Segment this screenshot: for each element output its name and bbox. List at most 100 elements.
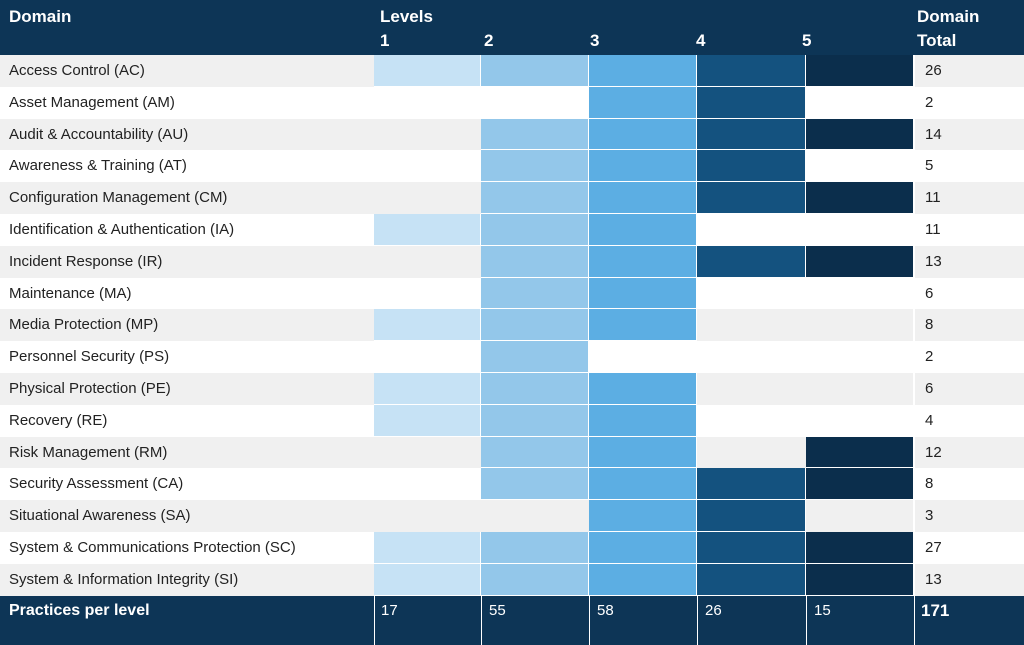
header-level-5: 5 xyxy=(802,31,812,50)
level-3-cell xyxy=(589,182,697,214)
domain-label: Identification & Authentication (IA) xyxy=(9,221,235,238)
domain-total: 11 xyxy=(925,189,941,206)
level-5-cell xyxy=(806,182,914,214)
domain-total: 8 xyxy=(925,316,934,333)
level-1-cell xyxy=(374,564,481,596)
level-4-cell xyxy=(697,246,806,278)
header-levels: Levels xyxy=(380,7,433,26)
level-2-cell xyxy=(481,119,589,150)
header-level-3: 3 xyxy=(590,31,600,50)
level-3-cell xyxy=(589,278,697,309)
level-5-cell xyxy=(806,564,914,596)
level-2-cell xyxy=(481,341,589,373)
level-3-cell xyxy=(589,373,697,405)
level-4-cell xyxy=(697,564,806,596)
level-3-cell xyxy=(589,309,697,341)
domain-label: Configuration Management (CM) xyxy=(9,189,228,206)
level-4-cell xyxy=(697,468,806,500)
domain-total: 13 xyxy=(925,253,942,270)
level-1-cell xyxy=(374,405,481,437)
footer-divider xyxy=(481,596,482,645)
header-level-4: 4 xyxy=(696,31,706,50)
footer-level-2-count: 55 xyxy=(489,602,506,619)
domain-label: Incident Response (IR) xyxy=(9,253,163,270)
domain-total: 4 xyxy=(925,412,934,429)
level-2-cell xyxy=(481,55,589,87)
domain-label: System & Communications Protection (SC) xyxy=(9,539,296,556)
total-column-divider xyxy=(913,55,915,596)
table-header xyxy=(0,0,1024,55)
level-3-cell xyxy=(589,246,697,278)
level-2-cell xyxy=(481,214,589,246)
domain-total: 14 xyxy=(925,126,942,143)
level-4-cell xyxy=(697,182,806,214)
header-domain: Domain xyxy=(9,7,72,26)
header-domain-total-line2: Total xyxy=(917,31,957,50)
domain-total: 3 xyxy=(925,507,934,524)
footer-divider xyxy=(806,596,807,645)
level-2-cell xyxy=(481,309,589,341)
level-3-cell xyxy=(589,214,697,246)
level-3-cell xyxy=(589,564,697,596)
header-level-1: 1 xyxy=(380,31,390,50)
level-4-cell xyxy=(697,55,806,87)
level-4-cell xyxy=(697,532,806,564)
level-3-cell xyxy=(589,500,697,532)
level-4-cell xyxy=(697,150,806,182)
footer-level-4-count: 26 xyxy=(705,602,722,619)
footer-level-1-count: 17 xyxy=(381,602,398,619)
level-4-cell xyxy=(697,500,806,532)
footer-label: Practices per level xyxy=(9,602,150,619)
level-1-cell xyxy=(374,309,481,341)
domain-label: Personnel Security (PS) xyxy=(9,348,170,365)
footer-divider xyxy=(697,596,698,645)
level-2-cell xyxy=(481,373,589,405)
footer-level-5-count: 15 xyxy=(814,602,831,619)
level-1-cell xyxy=(374,214,481,246)
domain-label: Risk Management (RM) xyxy=(9,444,168,461)
level-1-cell xyxy=(374,532,481,564)
domain-label: Situational Awareness (SA) xyxy=(9,507,191,524)
table-row xyxy=(0,500,1024,532)
domain-total: 13 xyxy=(925,571,942,588)
domain-total: 26 xyxy=(925,62,942,79)
domain-label: Audit & Accountability (AU) xyxy=(9,126,189,143)
domain-label: Asset Management (AM) xyxy=(9,94,175,111)
level-3-cell xyxy=(589,532,697,564)
level-1-cell xyxy=(374,373,481,405)
level-2-cell xyxy=(481,246,589,278)
level-5-cell xyxy=(806,55,914,87)
domain-label: Media Protection (MP) xyxy=(9,316,159,333)
level-2-cell xyxy=(481,405,589,437)
footer-level-3-count: 58 xyxy=(597,602,614,619)
domain-total: 6 xyxy=(925,380,934,397)
domain-total: 27 xyxy=(925,539,942,556)
level-5-cell xyxy=(806,246,914,278)
level-2-cell xyxy=(481,182,589,214)
table-row xyxy=(0,87,1024,119)
level-3-cell xyxy=(589,405,697,437)
level-1-cell xyxy=(374,55,481,87)
footer-total: 171 xyxy=(921,601,950,620)
level-3-cell xyxy=(589,150,697,182)
header-level-2: 2 xyxy=(484,31,494,50)
level-2-cell xyxy=(481,468,589,500)
header-domain-total-line1: Domain xyxy=(917,7,980,26)
level-5-cell xyxy=(806,437,914,468)
domain-label: Security Assessment (CA) xyxy=(9,475,184,492)
level-5-cell xyxy=(806,532,914,564)
footer-divider xyxy=(374,596,375,645)
level-2-cell xyxy=(481,532,589,564)
footer-divider xyxy=(914,596,915,645)
level-3-cell xyxy=(589,437,697,468)
domain-label: Awareness & Training (AT) xyxy=(9,157,187,174)
table-footer xyxy=(0,596,1024,645)
level-4-cell xyxy=(697,119,806,150)
domain-total: 8 xyxy=(925,475,934,492)
domain-total: 5 xyxy=(925,157,934,174)
domain-label: Recovery (RE) xyxy=(9,412,108,429)
domain-label: Maintenance (MA) xyxy=(9,285,132,302)
domain-total: 2 xyxy=(925,348,934,365)
domain-total: 6 xyxy=(925,285,934,302)
domain-label: System & Information Integrity (SI) xyxy=(9,571,239,588)
